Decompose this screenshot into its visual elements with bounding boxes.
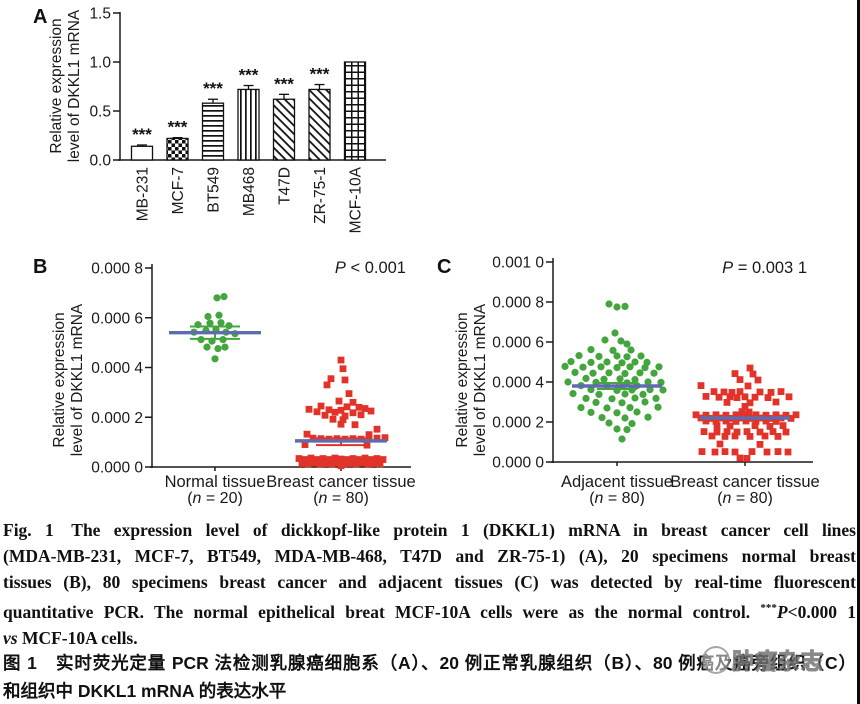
svg-text:0.001 0: 0.001 0 — [492, 255, 544, 272]
caption-chinese: 图 1 实时荧光定量 PCR 法检测乳腺癌细胞系（A）、20 例正常乳腺组织（B… — [3, 649, 856, 704]
svg-text:0.5: 0.5 — [89, 104, 111, 121]
svg-text:0.000 8: 0.000 8 — [91, 261, 143, 278]
caption-en-line5: vs MCF-10A cells. — [3, 625, 856, 651]
page-right-border — [857, 0, 860, 704]
caption-en-line4-text: quantitative PCR. The normal epithelical… — [3, 601, 761, 622]
panel-label-b: B — [33, 256, 48, 278]
svg-text:0.000 4: 0.000 4 — [492, 375, 544, 392]
vs-italic: vs — [3, 627, 18, 648]
svg-text:0.000 6: 0.000 6 — [91, 310, 143, 327]
svg-text:0.000 2: 0.000 2 — [492, 415, 544, 432]
svg-text:0.000 2: 0.000 2 — [91, 410, 143, 427]
caption-en-line2: (MDA-MB-231, MCF-7, BT549, MDA-MB-468, T… — [3, 546, 856, 566]
svg-text:MB-231: MB-231 — [135, 167, 152, 221]
panel-label-c: C — [437, 256, 452, 278]
bar-chart-cell-lines: 0.0 0.5 1.0 1.5 Relative expression level of … — [48, 6, 386, 233]
svg-text:0.000 4: 0.000 4 — [91, 360, 143, 377]
svg-text:(n = 20): (n = 20) — [187, 490, 243, 506]
svg-text:Adjacent tissue: Adjacent tissue — [561, 473, 673, 491]
svg-text:Relative expression: Relative expression — [48, 18, 65, 153]
svg-text:MCF-10A: MCF-10A — [348, 166, 365, 233]
svg-text:level of DKKL1 mRNA: level of DKKL1 mRNA — [472, 303, 489, 456]
svg-text:***: *** — [274, 74, 294, 93]
significance-asterisks: *** — [760, 602, 777, 614]
svg-text:Breast cancer tissue: Breast cancer tissue — [670, 473, 819, 491]
svg-text:level of DKKL1 mRNA: level of DKKL1 mRNA — [66, 9, 83, 162]
svg-text:MB468: MB468 — [241, 167, 258, 216]
svg-text:0.000 8: 0.000 8 — [492, 295, 544, 312]
svg-text:0.000 6: 0.000 6 — [492, 335, 544, 352]
svg-text:0.000 0: 0.000 0 — [492, 455, 544, 472]
caption-english: Fig. 1 The expression level of dickkopf-… — [3, 517, 856, 651]
svg-text:T47D: T47D — [277, 167, 294, 205]
scatter-plot-normal-vs-cancer: 0.000 0 0.000 2 0.000 4 0.000 6 0.000 8 Relat… — [51, 259, 416, 506]
svg-text:(n = 80): (n = 80) — [589, 490, 645, 506]
svg-text:Relative expression: Relative expression — [454, 312, 471, 447]
panel-label-a: A — [33, 6, 48, 28]
svg-text:1.0: 1.0 — [89, 55, 111, 72]
svg-text:0.000 0: 0.000 0 — [91, 460, 143, 477]
svg-text:level of DKKL1 mRNA: level of DKKL1 mRNA — [69, 303, 86, 456]
svg-text:P < 0.001: P < 0.001 — [335, 259, 406, 277]
caption-en-line4-rest: <0.000 1 — [787, 601, 856, 622]
svg-text:1.5: 1.5 — [89, 6, 111, 23]
caption-en-line5-rest: MCF-10A cells. — [17, 627, 138, 648]
svg-text:***: *** — [310, 65, 330, 84]
caption-zh-line2: 和组织中 DKKL1 mRNA 的表达水平 — [3, 681, 287, 701]
svg-text:***: *** — [203, 79, 223, 98]
svg-text:(n = 80): (n = 80) — [717, 490, 773, 506]
svg-text:***: *** — [239, 66, 259, 85]
scatter-plot-adjacent-vs-cancer: 0.000 0 0.000 2 0.000 4 0.000 6 0.000 8 0.001… — [454, 255, 820, 507]
svg-text:P = 0.003 1: P = 0.003 1 — [722, 259, 807, 277]
svg-text:ZR-75-1: ZR-75-1 — [312, 167, 329, 224]
svg-text:***: *** — [132, 125, 152, 144]
caption-en-line3: tissues (B), 80 specimens breast cancer … — [3, 572, 856, 592]
svg-text:***: *** — [168, 118, 188, 137]
caption-zh-line1: 图 1 实时荧光定量 PCR 法检测乳腺癌细胞系（A）、20 例正常乳腺组织（B… — [3, 653, 856, 673]
p-symbol: P — [776, 601, 788, 622]
svg-text:Normal tissue: Normal tissue — [165, 473, 266, 491]
svg-text:BT549: BT549 — [206, 167, 223, 213]
caption-en-line4: quantitative PCR. The normal epithelical… — [3, 595, 856, 625]
svg-text:(n = 80): (n = 80) — [313, 490, 369, 506]
caption-en-line1: Fig. 1 The expression level of dickkopf-… — [3, 520, 856, 540]
svg-text:0.0: 0.0 — [89, 153, 111, 170]
svg-text:Relative expression: Relative expression — [51, 312, 68, 447]
svg-text:MCF-7: MCF-7 — [170, 167, 187, 214]
svg-text:Breast cancer tissue: Breast cancer tissue — [266, 473, 415, 491]
